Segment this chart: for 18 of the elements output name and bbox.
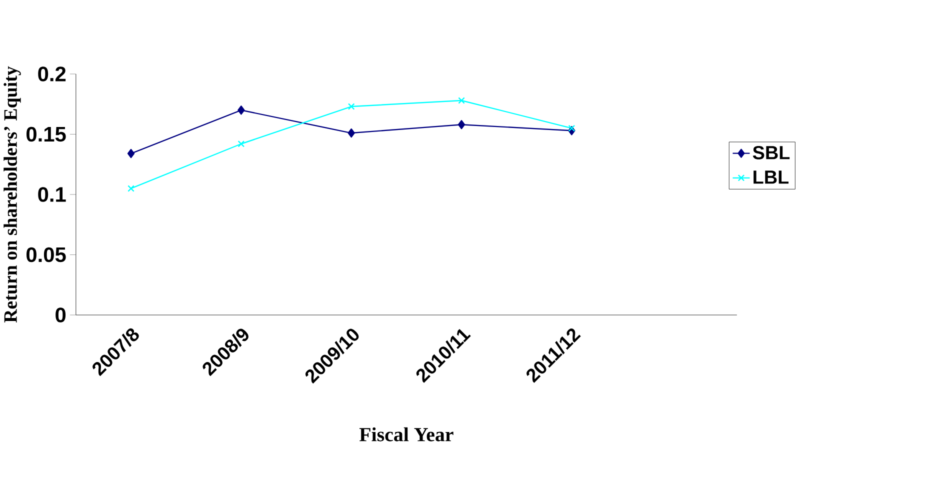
point (458, 120, 466, 130)
point (568, 124, 576, 132)
y-axis-title: Return on shareholders’ Equity (4, 66, 21, 323)
point (348, 103, 355, 110)
point (238, 106, 245, 115)
legend-label: LBL (754, 170, 789, 184)
y-tick-label: 0.15 (26, 126, 66, 142)
y-tick-label: 0.05 (26, 247, 66, 262)
point (458, 97, 465, 104)
point (348, 128, 355, 138)
legend-label: SBL (752, 146, 790, 160)
y-tick-label: 0 (56, 308, 66, 322)
y-tick-label: 0.1 (38, 187, 66, 202)
point (128, 185, 134, 192)
point (238, 140, 245, 148)
x-axis-title: Fiscal Year (359, 427, 454, 442)
y-tick-label: 0.2 (38, 66, 66, 82)
point (127, 148, 135, 158)
